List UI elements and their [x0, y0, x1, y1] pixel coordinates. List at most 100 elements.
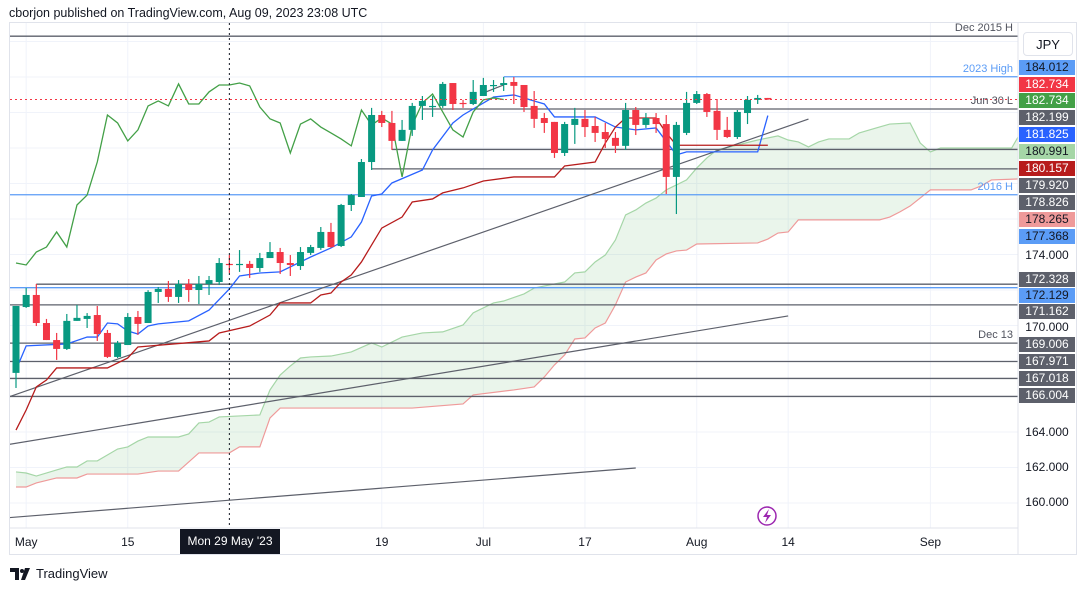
- candle-body: [571, 118, 579, 125]
- candle-body: [703, 94, 711, 112]
- candle: [429, 95, 437, 117]
- currency-button[interactable]: JPY: [1023, 32, 1073, 56]
- candle: [327, 222, 335, 248]
- candle-body: [124, 316, 132, 346]
- candle: [42, 318, 50, 341]
- candle-body: [652, 118, 660, 125]
- candle-body: [83, 315, 91, 319]
- candle: [490, 80, 498, 92]
- price-axis-label: 178.265: [1019, 211, 1075, 227]
- candle-body: [581, 118, 589, 128]
- candle-body: [459, 102, 467, 105]
- candle-body: [754, 97, 762, 100]
- price-axis-label: 184.012: [1019, 59, 1075, 75]
- candle-body: [256, 258, 264, 268]
- price-tick-label: 164.000: [1025, 425, 1069, 439]
- candle-body: [317, 231, 325, 248]
- candle: [164, 280, 172, 302]
- candle-body: [53, 340, 61, 349]
- candle: [601, 122, 609, 148]
- candle-body: [561, 124, 569, 153]
- candle: [185, 278, 193, 302]
- crosshair-date-label: Mon 29 May '23: [180, 529, 280, 554]
- candle-body: [93, 315, 101, 335]
- candle: [469, 80, 477, 106]
- candle-body: [378, 114, 386, 123]
- candle-body: [357, 162, 365, 197]
- time-tick-label: 15: [121, 535, 135, 549]
- price-axis-label: 172.328: [1019, 271, 1075, 287]
- candle-body: [63, 320, 71, 349]
- candle: [337, 203, 345, 248]
- price-axis-label: 182.734: [1019, 76, 1075, 92]
- candle: [103, 329, 111, 358]
- candle-body: [601, 132, 609, 139]
- candle: [124, 313, 132, 346]
- candle: [205, 275, 213, 295]
- tradingview-logo-icon: [10, 567, 30, 580]
- candle-body: [408, 105, 416, 130]
- candle: [540, 113, 548, 133]
- candle-body: [286, 263, 294, 265]
- candle: [459, 99, 467, 108]
- brand-name: TradingView: [36, 566, 108, 581]
- candle: [296, 247, 304, 270]
- candle-body: [672, 124, 680, 177]
- candle: [520, 84, 528, 112]
- candle: [175, 280, 183, 303]
- candle: [693, 91, 701, 104]
- candle: [500, 77, 508, 92]
- candle: [195, 275, 203, 305]
- candle: [93, 305, 101, 341]
- candle: [256, 252, 264, 272]
- candle-body: [134, 316, 142, 324]
- candle: [754, 94, 762, 104]
- lightning-icon[interactable]: [757, 506, 777, 526]
- candle-body: [642, 118, 650, 125]
- candle-body: [622, 110, 630, 146]
- candle: [154, 286, 162, 303]
- candle-body: [439, 83, 447, 106]
- candle-body: [266, 252, 274, 259]
- price-axis-label: 177.368: [1019, 228, 1075, 244]
- candle: [144, 290, 152, 324]
- candle-body: [327, 231, 335, 248]
- price-axis-label: 181.825: [1019, 126, 1075, 142]
- price-tick-label: 170.000: [1025, 320, 1069, 334]
- price-axis-label: 167.971: [1019, 353, 1075, 369]
- candle-body: [500, 83, 508, 85]
- candle-body: [368, 114, 376, 163]
- chart-frame: [9, 22, 1077, 555]
- price-axis-label: 178.826: [1019, 194, 1075, 210]
- footer: TradingView: [10, 566, 108, 581]
- price-axis-label: 180.157: [1019, 160, 1075, 176]
- chikou-span-line: [15, 82, 504, 266]
- candle: [723, 116, 731, 139]
- candle: [611, 132, 619, 153]
- candle-body: [449, 83, 457, 104]
- candle-body: [469, 91, 477, 104]
- candle: [83, 313, 91, 328]
- candle-body: [540, 118, 548, 123]
- candle: [236, 250, 244, 272]
- candle: [449, 83, 457, 111]
- candle-body: [175, 283, 183, 297]
- time-tick-label: May: [14, 535, 38, 549]
- candle-body: [73, 317, 81, 321]
- price-axis-label: 182.734: [1019, 92, 1075, 108]
- candle-body: [164, 288, 172, 297]
- candle-body: [205, 280, 213, 284]
- candle-body: [185, 283, 193, 290]
- candle: [388, 110, 396, 150]
- candle-body: [276, 252, 284, 264]
- candle: [22, 288, 30, 308]
- candle-body: [611, 137, 619, 146]
- level-label: 2023 High: [962, 62, 1013, 75]
- candle: [530, 91, 538, 128]
- candle: [479, 77, 487, 96]
- candle: [662, 114, 670, 194]
- candle-body: [12, 305, 20, 373]
- level-label: 2016 H: [977, 180, 1013, 193]
- candle: [591, 116, 599, 142]
